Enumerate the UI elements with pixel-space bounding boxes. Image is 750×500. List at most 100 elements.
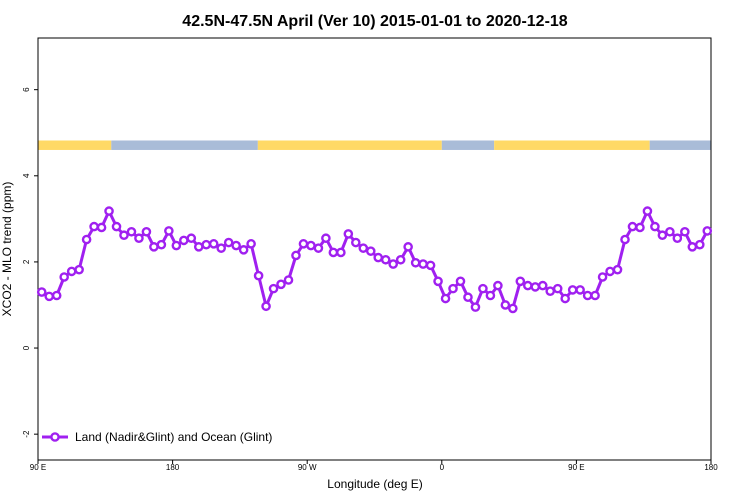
plot-frame <box>37 37 712 461</box>
data-point <box>694 239 705 250</box>
y-tick-label: 4 <box>22 173 31 178</box>
data-point <box>306 240 316 251</box>
data-point <box>261 301 271 312</box>
legend: Land (Nadir&Glint) and Ocean (Glint) <box>42 430 272 444</box>
data-point <box>291 250 301 261</box>
data-point <box>149 242 159 252</box>
data-point <box>515 276 526 287</box>
data-point <box>582 290 593 301</box>
data-point <box>395 254 406 265</box>
data-point <box>425 260 436 271</box>
data-point <box>351 237 361 248</box>
data-point <box>388 259 398 269</box>
surface-segment-land <box>38 140 112 150</box>
data-point <box>246 239 256 249</box>
x-tick-label: 0 <box>440 463 445 472</box>
data-point <box>552 283 563 294</box>
data-point <box>119 230 129 241</box>
data-point <box>478 283 488 294</box>
data-point <box>126 226 137 237</box>
data-point <box>597 272 608 282</box>
data-point <box>283 275 294 285</box>
y-tick-label: 6 <box>22 87 31 92</box>
series-layer <box>36 206 713 314</box>
data-point <box>380 254 391 265</box>
data-point <box>635 222 645 233</box>
data-point <box>493 280 503 291</box>
data-point <box>336 247 346 258</box>
data-point <box>545 286 556 297</box>
data-point <box>373 252 384 263</box>
data-point <box>612 264 623 275</box>
surface-segment-ocean <box>111 140 258 150</box>
surface-segment-ocean <box>649 140 711 150</box>
data-point <box>627 221 638 232</box>
data-point <box>470 302 481 312</box>
data-point <box>440 293 451 304</box>
data-point <box>328 247 339 258</box>
data-point <box>522 280 533 291</box>
data-point <box>179 235 189 246</box>
data-point <box>537 280 548 291</box>
x-axis: 90 E 180 90 W 0 90 E 180 <box>30 460 718 472</box>
data-point <box>620 234 630 245</box>
surface-segment-ocean <box>441 140 495 150</box>
data-point <box>111 221 122 232</box>
data-point <box>433 276 443 287</box>
data-point <box>508 303 518 314</box>
data-point <box>96 222 107 233</box>
data-point <box>193 242 204 252</box>
x-tick-label: 180 <box>166 463 180 472</box>
surface-segment-land <box>257 140 442 150</box>
data-point <box>298 239 309 249</box>
data-point <box>463 292 473 303</box>
data-point <box>231 240 241 251</box>
data-point <box>657 230 668 241</box>
data-point <box>268 283 279 294</box>
data-point <box>81 234 92 245</box>
data-point <box>104 206 114 216</box>
data-point <box>238 245 249 255</box>
data-point <box>44 291 55 302</box>
chart-title: 42.5N-47.5N April (Ver 10) 2015-01-01 to… <box>182 13 568 30</box>
data-point <box>530 282 541 292</box>
data-point <box>313 243 324 253</box>
data-point <box>403 242 413 252</box>
data-point <box>680 226 690 237</box>
data-point <box>66 266 77 277</box>
y-tick-label: 0 <box>22 345 31 350</box>
data-point <box>36 287 47 297</box>
x-tick-label: 90 E <box>568 463 584 472</box>
data-point <box>418 259 428 269</box>
x-tick-label: 90 E <box>30 463 46 472</box>
x-axis-label: Longitude (deg E) <box>327 477 422 491</box>
x-tick-label: 90 W <box>298 463 317 472</box>
data-point <box>171 240 182 251</box>
data-point <box>51 290 62 301</box>
data-point <box>59 272 69 282</box>
data-point <box>134 233 144 244</box>
data-point <box>650 221 660 232</box>
data-point <box>575 285 585 295</box>
data-point <box>500 300 511 310</box>
surface-segment-land <box>494 140 650 150</box>
data-point <box>186 233 197 244</box>
data-point <box>358 243 369 253</box>
data-point <box>276 279 286 290</box>
data-point <box>74 264 84 275</box>
legend-marker <box>50 432 60 442</box>
data-point <box>201 239 212 250</box>
y-axis: -2 0 2 4 6 <box>22 87 38 438</box>
data-point <box>485 290 496 301</box>
data-point <box>687 242 698 252</box>
data-point <box>605 266 615 277</box>
data-point <box>223 237 234 248</box>
data-point <box>365 246 376 256</box>
data-point <box>343 229 354 239</box>
data-point <box>89 221 99 232</box>
data-point <box>141 226 152 237</box>
data-point <box>590 290 600 301</box>
data-point <box>702 226 713 236</box>
data-point <box>216 243 227 253</box>
